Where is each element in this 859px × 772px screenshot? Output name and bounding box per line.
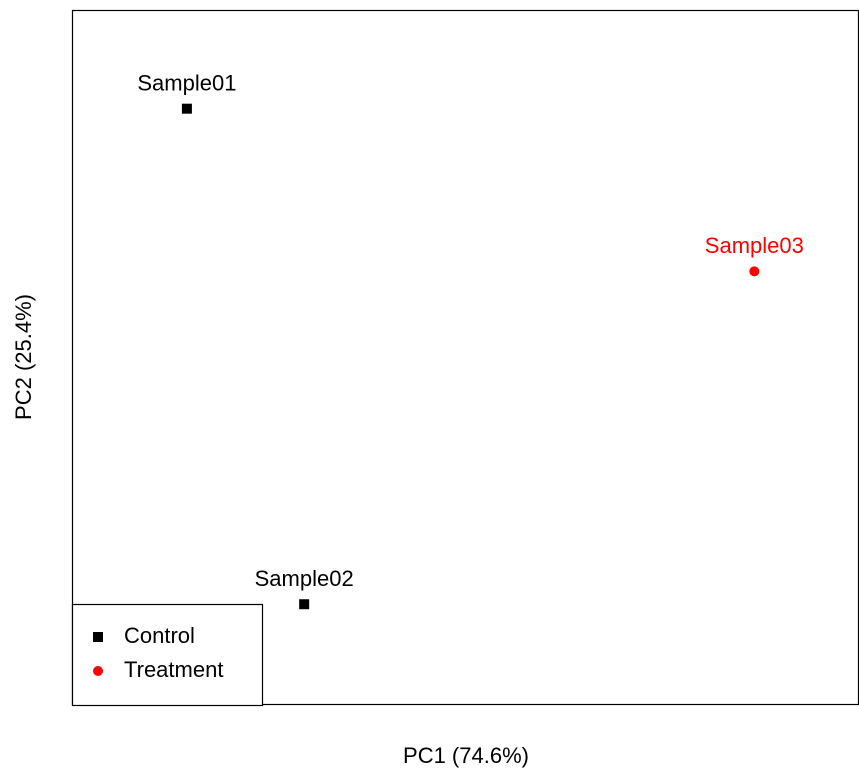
plot-frame [71, 9, 859, 706]
point-label: Sample03 [705, 233, 804, 258]
legend-label: Treatment [124, 657, 223, 682]
y-axis-label: PC2 (25.4%) [11, 294, 36, 420]
legend-label: Control [124, 623, 195, 648]
point [749, 266, 760, 277]
legend-marker [93, 632, 103, 642]
point-label: Sample01 [137, 71, 236, 96]
legend-marker [93, 666, 103, 676]
point-label: Sample02 [255, 566, 354, 591]
x-axis-label: PC1 (74.6%) [403, 743, 529, 768]
point [299, 599, 310, 610]
point [181, 103, 192, 114]
legend-box [71, 603, 264, 707]
